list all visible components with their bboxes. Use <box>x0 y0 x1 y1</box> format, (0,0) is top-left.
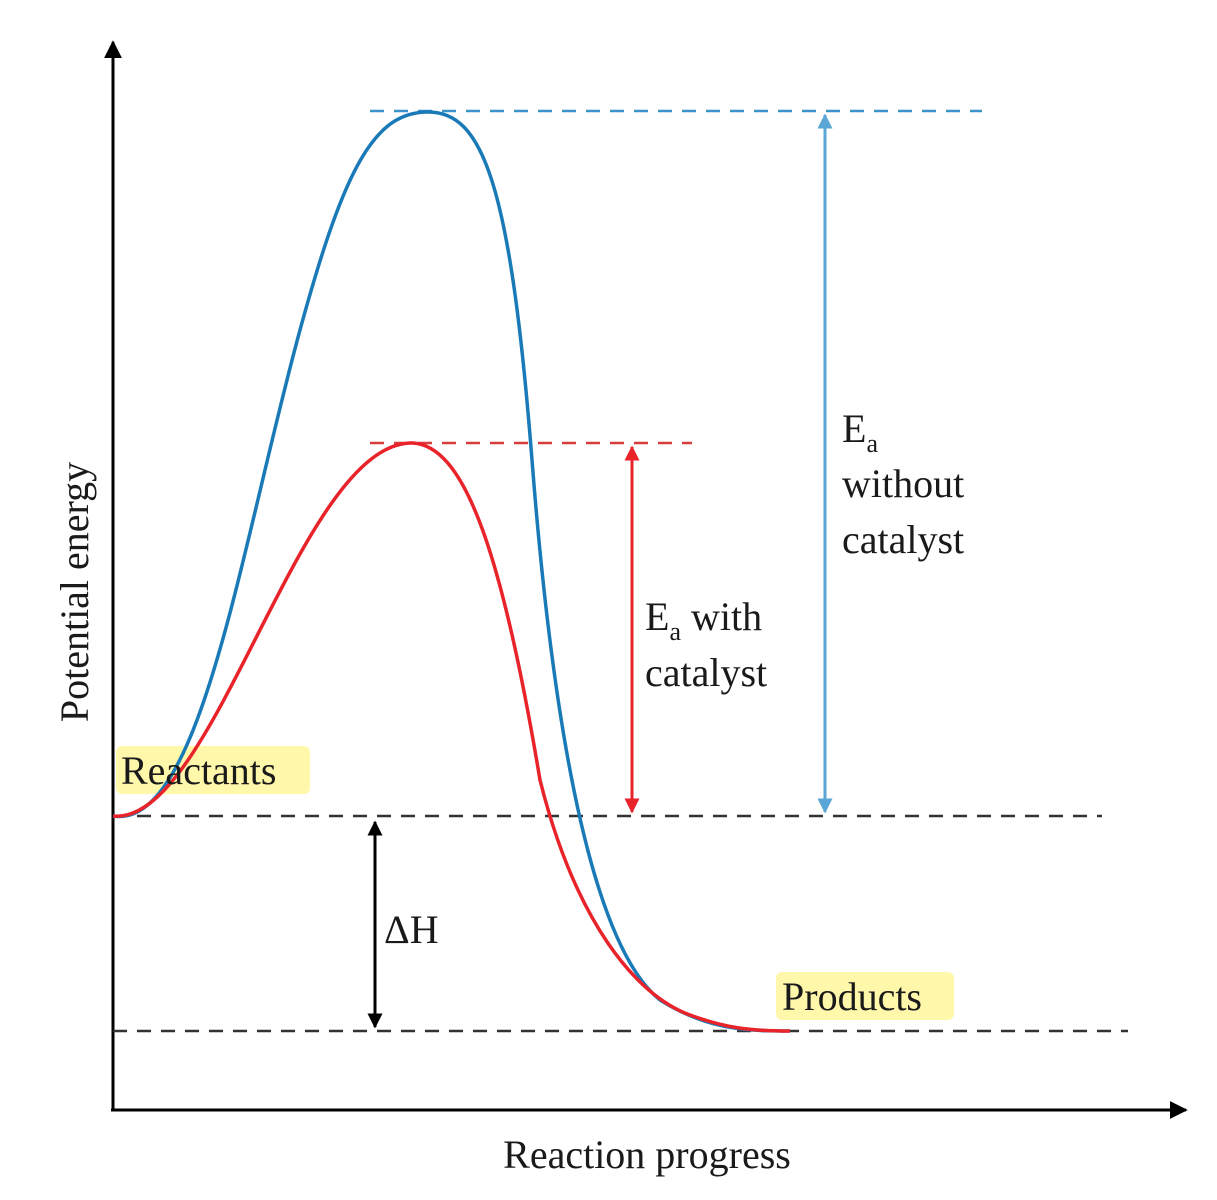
ea-with-subscript: a <box>669 617 681 646</box>
products-highlight <box>776 972 954 1020</box>
uncatalyzed-curve <box>112 110 791 1033</box>
ea-with-catalyst-label: Ea with catalyst <box>645 594 767 695</box>
ea-without-subscript: a <box>866 429 878 458</box>
delta-h-label: ΔH <box>384 907 439 952</box>
ea-without-line2: without <box>842 461 964 506</box>
ea-with-symbol: E <box>645 594 669 639</box>
reactants-label: Reactants <box>121 748 277 793</box>
y-axis-title: Potential energy <box>52 462 97 722</box>
ea-without-line3: catalyst <box>842 517 964 562</box>
ea-with-line2: catalyst <box>645 650 767 695</box>
reactants-highlight <box>116 746 310 794</box>
catalyzed-curve <box>112 441 791 1033</box>
x-axis-title: Reaction progress <box>503 1132 791 1177</box>
ea-with-rest: with <box>681 594 762 639</box>
products-label: Products <box>782 974 922 1019</box>
ea-without-symbol: E <box>842 406 866 451</box>
ea-without-catalyst-label: Ea without catalyst <box>842 406 964 562</box>
